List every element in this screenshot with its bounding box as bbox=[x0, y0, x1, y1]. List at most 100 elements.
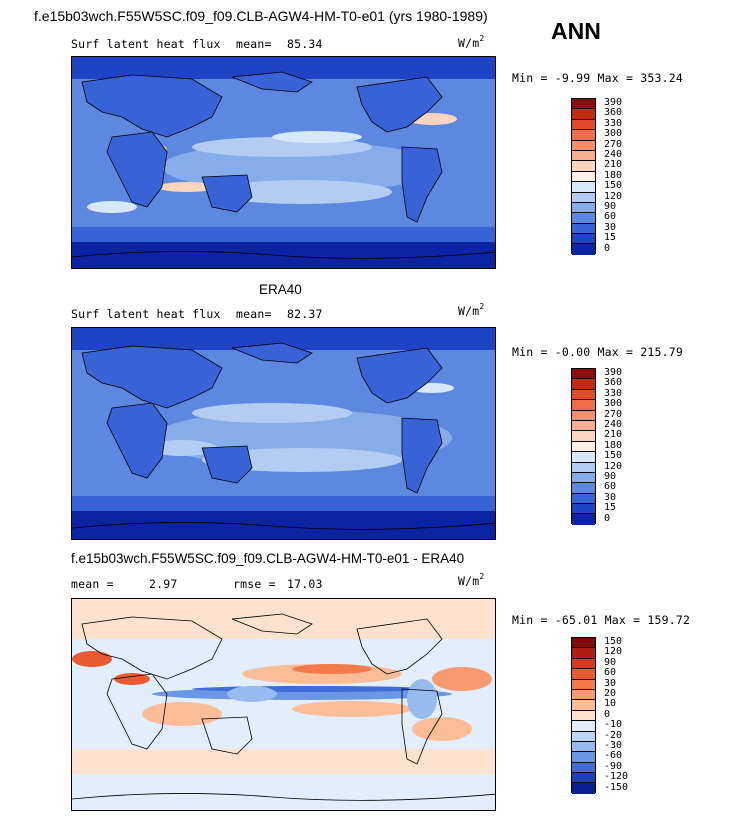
panel2-title: ERA40 bbox=[259, 282, 302, 297]
colorbar-segment bbox=[572, 410, 595, 421]
panel1-units: W/m2 bbox=[458, 34, 485, 50]
colorbar-segment bbox=[572, 379, 595, 390]
colorbar-label: 240 bbox=[604, 419, 623, 430]
colorbar-label: 120 bbox=[604, 190, 623, 202]
panel3-map-image bbox=[72, 599, 495, 810]
colorbar-label: 300 bbox=[604, 398, 623, 410]
colorbar-segment bbox=[572, 400, 595, 411]
colorbar-segment bbox=[572, 710, 595, 722]
case-title: f.e15b03wch.F55W5SC.f09_f09.CLB-AGW4-HM-… bbox=[34, 8, 488, 24]
panel1-mean-label: mean= bbox=[236, 37, 272, 51]
colorbar-segment bbox=[572, 192, 595, 203]
colorbar-label: 360 bbox=[604, 377, 623, 389]
panel3-title: f.e15b03wch.F55W5SC.f09_f09.CLB-AGW4-HM-… bbox=[71, 551, 465, 566]
panel3-map bbox=[71, 598, 496, 811]
colorbar-segment bbox=[572, 731, 595, 742]
colorbar-label: 150 bbox=[604, 636, 623, 647]
colorbar-segment bbox=[572, 648, 595, 659]
panel1-map-image bbox=[72, 57, 495, 268]
season-label: ANN bbox=[551, 18, 601, 44]
colorbar-label: -120 bbox=[604, 771, 629, 783]
colorbar-segment bbox=[572, 431, 595, 442]
colorbar-segment bbox=[572, 689, 595, 701]
colorbar-segment bbox=[572, 119, 595, 131]
colorbar-segment bbox=[572, 721, 595, 732]
colorbar-label: 0 bbox=[604, 242, 611, 254]
colorbar-segment bbox=[572, 752, 595, 763]
colorbar-label: 0 bbox=[604, 512, 611, 524]
colorbar-label: -60 bbox=[604, 750, 623, 762]
colorbar-segment bbox=[572, 762, 595, 774]
colorbar-label: 15 bbox=[604, 502, 617, 514]
colorbar-label: 360 bbox=[604, 107, 623, 119]
panel3-colorbar bbox=[571, 637, 596, 794]
colorbar-segment bbox=[572, 150, 595, 162]
panel3-minmax: Min = -65.01 Max = 159.72 bbox=[512, 613, 691, 627]
colorbar-label: 60 bbox=[604, 211, 617, 223]
colorbar-segment bbox=[572, 679, 595, 690]
panel1-map bbox=[71, 56, 496, 269]
panel1-mean-value: 85.34 bbox=[287, 37, 323, 51]
panel2-variable-label: Surf latent heat flux bbox=[71, 307, 221, 321]
colorbar-label: 90 bbox=[604, 656, 617, 668]
colorbar-segment bbox=[572, 244, 595, 255]
colorbar-label: 30 bbox=[604, 677, 617, 689]
panel2-colorbar bbox=[571, 368, 596, 525]
colorbar-label: 30 bbox=[604, 221, 617, 233]
colorbar-segment bbox=[572, 182, 595, 193]
colorbar-segment bbox=[572, 462, 595, 473]
colorbar-segment bbox=[572, 504, 595, 515]
panel3-rmse-value: 17.03 bbox=[287, 577, 323, 591]
colorbar-segment bbox=[572, 234, 595, 245]
colorbar-label: 60 bbox=[604, 667, 617, 679]
colorbar-segment bbox=[572, 213, 595, 224]
colorbar-segment bbox=[572, 638, 595, 649]
colorbar-segment bbox=[572, 202, 595, 214]
colorbar-label: 20 bbox=[604, 688, 617, 699]
colorbar-segment bbox=[572, 389, 595, 401]
colorbar-segment bbox=[572, 223, 595, 235]
colorbar-segment bbox=[572, 161, 595, 172]
colorbar-label: 240 bbox=[604, 149, 623, 160]
colorbar-label: 0 bbox=[604, 708, 611, 720]
colorbar-segment bbox=[572, 171, 595, 183]
colorbar-label: 270 bbox=[604, 408, 623, 420]
colorbar-label: -90 bbox=[604, 760, 623, 772]
colorbar-label: 330 bbox=[604, 117, 623, 129]
panel2-mean-value: 82.37 bbox=[287, 307, 323, 321]
colorbar-label: 180 bbox=[604, 439, 623, 451]
panel2-mean-label: mean= bbox=[236, 307, 272, 321]
colorbar-label: 180 bbox=[604, 169, 623, 181]
panel3-mean-value: 2.97 bbox=[149, 577, 178, 591]
colorbar-segment bbox=[572, 369, 595, 380]
panel2-map bbox=[71, 327, 496, 540]
colorbar-label: 60 bbox=[604, 481, 617, 493]
colorbar-segment bbox=[572, 700, 595, 711]
colorbar-label: 210 bbox=[604, 159, 623, 171]
panel1-minmax: Min = -9.99 Max = 353.24 bbox=[512, 71, 683, 85]
colorbar-segment bbox=[572, 130, 595, 141]
colorbar-segment bbox=[572, 109, 595, 120]
colorbar-label: 120 bbox=[604, 460, 623, 472]
colorbar-label: -20 bbox=[604, 729, 623, 741]
colorbar-segment bbox=[572, 99, 595, 110]
colorbar-segment bbox=[572, 420, 595, 432]
colorbar-label: 300 bbox=[604, 128, 623, 140]
colorbar-segment bbox=[572, 658, 595, 670]
colorbar-label: 150 bbox=[604, 450, 623, 462]
colorbar-segment bbox=[572, 741, 595, 753]
colorbar-label: 10 bbox=[604, 698, 617, 710]
colorbar-segment bbox=[572, 669, 595, 680]
colorbar-label: 90 bbox=[604, 471, 617, 482]
colorbar-segment bbox=[572, 441, 595, 453]
colorbar-label: 30 bbox=[604, 491, 617, 503]
colorbar-segment bbox=[572, 140, 595, 151]
colorbar-segment bbox=[572, 452, 595, 463]
colorbar-segment bbox=[572, 773, 595, 784]
colorbar-label: 390 bbox=[604, 97, 623, 108]
colorbar-label: 150 bbox=[604, 180, 623, 192]
panel1-colorbar bbox=[571, 98, 596, 255]
colorbar-label: 390 bbox=[604, 367, 623, 378]
colorbar-label: 330 bbox=[604, 387, 623, 399]
colorbar-label: -10 bbox=[604, 719, 623, 731]
